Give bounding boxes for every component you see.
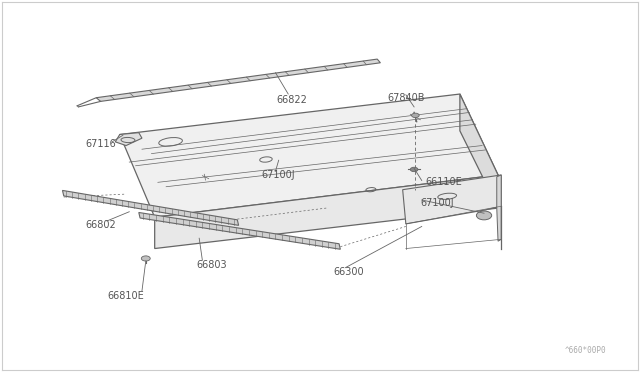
Text: 67100J: 67100J: [421, 198, 454, 208]
Text: 66803: 66803: [196, 260, 227, 270]
Text: 66300: 66300: [333, 267, 364, 278]
Polygon shape: [403, 175, 501, 224]
Circle shape: [141, 256, 150, 261]
Polygon shape: [155, 175, 498, 248]
Text: 67116: 67116: [85, 139, 116, 149]
Polygon shape: [96, 59, 380, 102]
Polygon shape: [63, 190, 239, 225]
Text: 66822: 66822: [276, 94, 307, 105]
Polygon shape: [497, 175, 501, 241]
Text: 67840B: 67840B: [387, 93, 424, 103]
Text: 66802: 66802: [85, 219, 116, 230]
Text: 66810E: 66810E: [108, 291, 145, 301]
Circle shape: [476, 211, 492, 220]
Text: 66110E: 66110E: [426, 177, 462, 187]
Polygon shape: [115, 133, 142, 145]
Circle shape: [410, 167, 418, 171]
Polygon shape: [139, 212, 340, 249]
Text: ^660*00P0: ^660*00P0: [564, 346, 606, 355]
Text: 67100J: 67100J: [262, 170, 296, 180]
Polygon shape: [460, 94, 498, 208]
Polygon shape: [120, 94, 498, 217]
Circle shape: [412, 113, 419, 118]
